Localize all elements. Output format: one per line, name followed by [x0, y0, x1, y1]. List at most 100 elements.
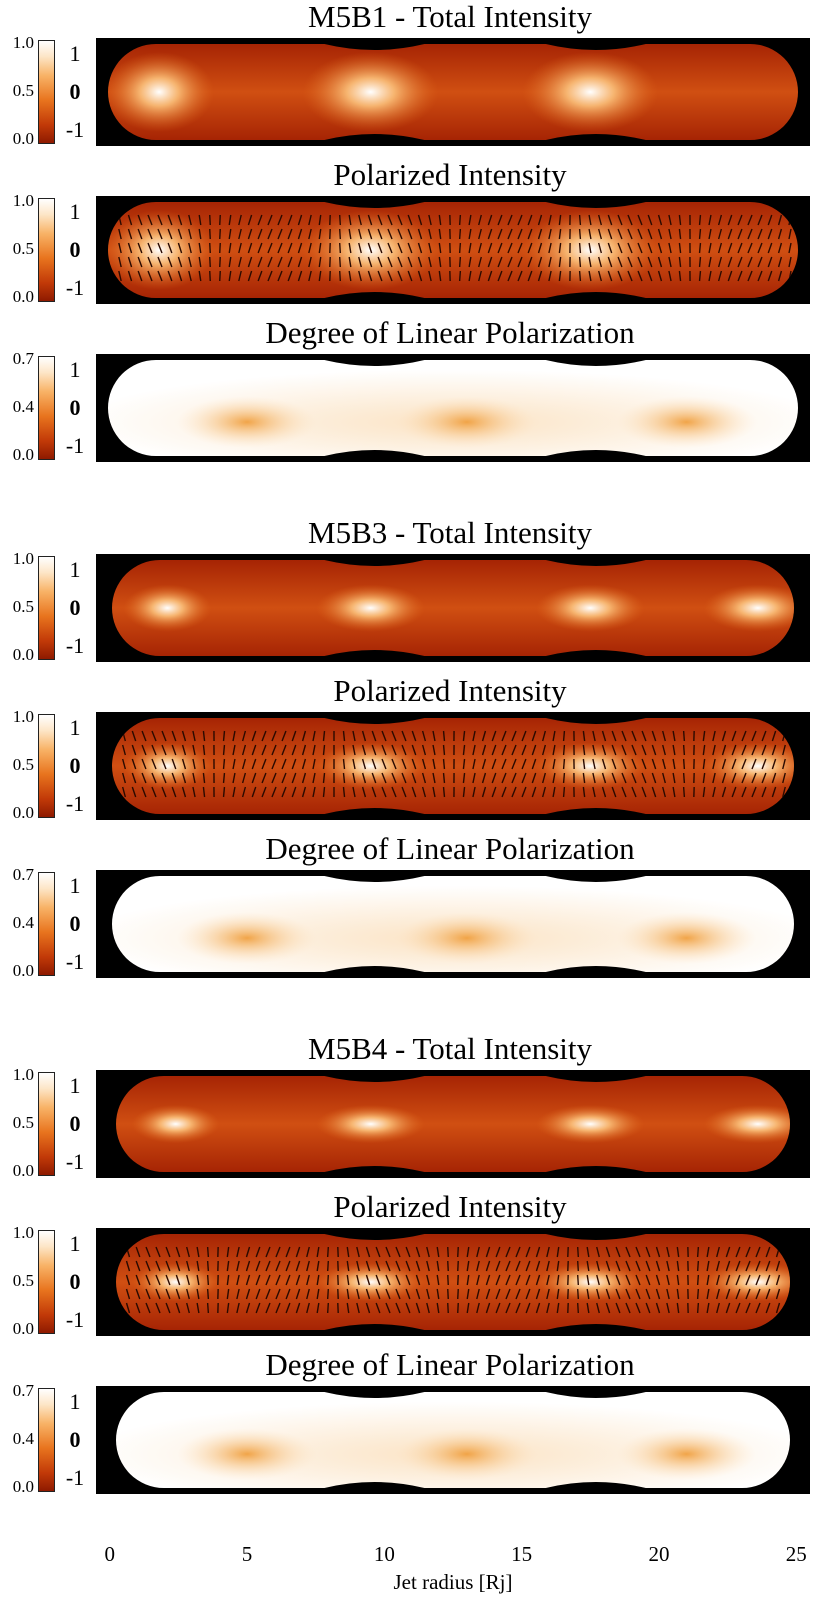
polarization-vector: [621, 772, 627, 784]
polarization-vector: [426, 1302, 430, 1314]
polarization-vector: [238, 242, 242, 254]
polarization-vector: [155, 1260, 161, 1272]
polarization-vector: [472, 772, 476, 784]
polarization-vector: [617, 214, 623, 226]
polarization-vector: [395, 1302, 401, 1314]
polarization-vector: [521, 772, 527, 784]
polarization-vector: [415, 1274, 421, 1286]
polarization-vector: [552, 786, 556, 798]
low-polarization-region: [177, 396, 318, 449]
polarization-vector: [209, 270, 211, 282]
polarization-vector: [245, 1260, 251, 1272]
polarization-vector: [481, 730, 487, 742]
polarization-vector: [165, 1260, 171, 1272]
polarization-vector: [326, 1274, 330, 1286]
polarization-vector: [457, 1246, 459, 1258]
polarization-vector: [535, 1302, 541, 1314]
polarization-vector: [407, 270, 413, 282]
polarization-vector: [716, 1302, 720, 1314]
low-polarization-region: [396, 1428, 537, 1481]
polarization-vector: [472, 744, 476, 756]
polarization-vector: [265, 1274, 271, 1286]
polarization-vector: [672, 730, 676, 742]
polarization-vector: [631, 730, 637, 742]
polarization-vector: [356, 1246, 360, 1258]
polarization-vector: [356, 1260, 360, 1272]
polarization-vector: [186, 1246, 190, 1258]
polarization-vector: [747, 270, 753, 282]
polarization-vector: [478, 214, 482, 226]
polarization-vector: [537, 214, 543, 226]
polarization-vector: [151, 730, 157, 742]
polarization-vector: [306, 1246, 310, 1258]
polarization-vector: [582, 744, 586, 756]
polarization-vector: [741, 744, 747, 756]
polarization-vector: [767, 270, 773, 282]
polarization-vector: [472, 786, 476, 798]
polarization-vector: [735, 1274, 741, 1286]
polarization-vector: [261, 730, 267, 742]
polarization-vector: [611, 772, 617, 784]
polarization-vector: [267, 228, 273, 240]
polarization-vector: [777, 270, 783, 282]
polarization-vector: [306, 1302, 310, 1314]
color-bar: [38, 1072, 55, 1176]
x-tick-label: 25: [785, 1542, 807, 1566]
polarization-vector: [717, 270, 723, 282]
colorbar-label: -1: [65, 1465, 85, 1490]
polarization-vector: [586, 1288, 590, 1300]
polarization-vector: [501, 786, 507, 798]
polarization-vector: [206, 1288, 210, 1300]
polarization-vector: [668, 256, 672, 268]
polarization-vector: [721, 744, 727, 756]
polarization-vector: [615, 1246, 621, 1258]
polarization-vector: [447, 1302, 449, 1314]
polarization-vector: [582, 786, 586, 798]
polarization-vector: [297, 214, 303, 226]
polarization-vector: [151, 772, 157, 784]
polarization-vector: [625, 1260, 631, 1272]
polarization-vector: [478, 270, 482, 282]
polarization-vector: [206, 1246, 210, 1258]
polarization-vector: [676, 1274, 680, 1286]
polarization-vector: [552, 730, 556, 742]
polarization-vector: [202, 786, 206, 798]
polarization-vector: [161, 744, 167, 756]
polarization-vector: [788, 214, 792, 226]
polarization-vector: [735, 1288, 741, 1300]
polarization-vector: [209, 242, 211, 254]
polarization-vector: [447, 1288, 449, 1300]
emission-knot: [703, 742, 794, 790]
polarization-vector: [147, 242, 153, 254]
polarization-vector: [177, 256, 183, 268]
polarization-vector: [377, 256, 383, 268]
polarization-vector: [721, 772, 727, 784]
polarization-vector: [782, 772, 786, 784]
low-polarization-region: [177, 912, 318, 965]
polarization-vector: [251, 758, 257, 770]
polarization-vector: [745, 1260, 751, 1272]
polarization-vector: [275, 1302, 281, 1314]
emission-knot: [108, 52, 215, 132]
colorbar-label: 0: [69, 79, 81, 104]
polarization-vector: [135, 1302, 141, 1314]
polarization-vector: [209, 228, 211, 240]
polarization-vector: [562, 758, 566, 770]
polarization-vector: [202, 772, 206, 784]
polarization-vector: [206, 1302, 210, 1314]
polarization-vector: [297, 228, 303, 240]
polarization-vector: [716, 1288, 720, 1300]
polarization-vector: [576, 1246, 580, 1258]
polarization-vector: [517, 214, 523, 226]
polarization-vector: [381, 772, 387, 784]
polarization-vector: [338, 242, 342, 254]
polarization-vector: [531, 772, 537, 784]
polarization-vector: [161, 730, 167, 742]
polarization-vector: [415, 1246, 421, 1258]
emission-knot: [123, 584, 212, 632]
polarization-vector: [352, 786, 356, 798]
polarization-vector: [631, 786, 637, 798]
polarization-vector: [348, 242, 352, 254]
polarization-vector: [145, 1274, 151, 1286]
polarization-vector: [232, 758, 236, 770]
